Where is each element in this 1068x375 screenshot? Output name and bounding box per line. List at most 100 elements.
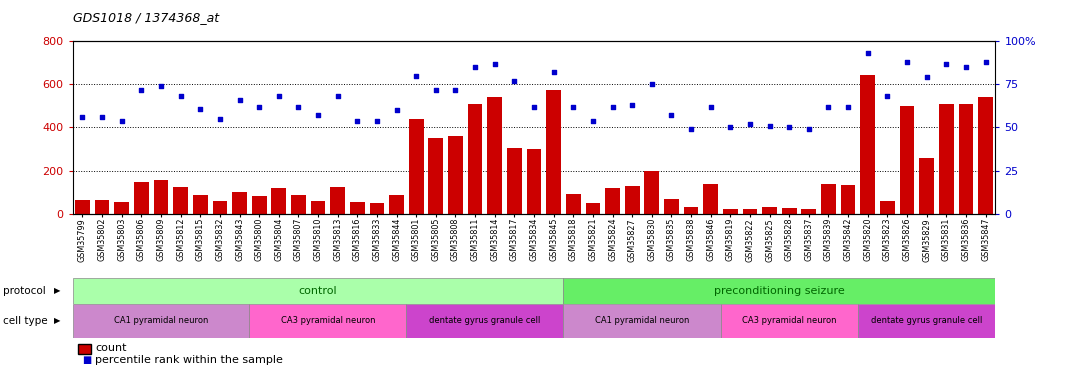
Bar bbox=[899, 106, 914, 214]
Bar bbox=[721, 304, 858, 338]
Text: percentile rank within the sample: percentile rank within the sample bbox=[95, 355, 283, 365]
Bar bbox=[407, 304, 564, 338]
Text: dentate gyrus granule cell: dentate gyrus granule cell bbox=[429, 316, 540, 325]
Bar bbox=[114, 202, 129, 214]
Bar bbox=[350, 202, 364, 214]
Bar bbox=[389, 195, 404, 214]
Text: GDS1018 / 1374368_at: GDS1018 / 1374368_at bbox=[73, 11, 219, 24]
Bar bbox=[75, 200, 90, 214]
Bar bbox=[487, 97, 502, 214]
Point bbox=[310, 112, 327, 118]
Point bbox=[643, 81, 660, 87]
Text: preconditioning seizure: preconditioning seizure bbox=[714, 286, 845, 296]
Point bbox=[525, 104, 543, 110]
Bar bbox=[664, 199, 679, 214]
Text: dentate gyrus granule cell: dentate gyrus granule cell bbox=[871, 316, 983, 325]
Bar bbox=[978, 97, 993, 214]
Bar bbox=[821, 183, 836, 214]
Point bbox=[191, 105, 208, 111]
Point bbox=[839, 104, 857, 110]
Bar bbox=[644, 171, 659, 214]
Bar bbox=[566, 194, 581, 214]
Bar bbox=[625, 186, 640, 214]
Text: CA3 pyramidal neuron: CA3 pyramidal neuron bbox=[281, 316, 375, 325]
Point bbox=[820, 104, 837, 110]
Point bbox=[957, 64, 974, 70]
Bar bbox=[409, 119, 424, 214]
Point bbox=[898, 59, 915, 65]
Point bbox=[172, 93, 189, 99]
Point bbox=[231, 97, 248, 103]
Point bbox=[94, 114, 111, 120]
Bar bbox=[763, 207, 776, 214]
Bar bbox=[564, 278, 995, 304]
Point bbox=[467, 64, 484, 70]
Point bbox=[329, 93, 346, 99]
Bar bbox=[704, 183, 718, 214]
Point bbox=[682, 126, 700, 132]
Bar bbox=[782, 209, 797, 214]
Text: control: control bbox=[299, 286, 337, 296]
Point bbox=[938, 61, 955, 67]
Bar bbox=[801, 209, 816, 214]
Bar bbox=[723, 209, 738, 214]
Text: ▶: ▶ bbox=[54, 286, 61, 295]
Bar bbox=[249, 304, 407, 338]
Text: protocol: protocol bbox=[3, 286, 46, 296]
Point bbox=[427, 87, 444, 93]
Point bbox=[702, 104, 719, 110]
Bar bbox=[527, 149, 541, 214]
Bar bbox=[468, 104, 483, 214]
Point bbox=[446, 87, 464, 93]
Point bbox=[211, 116, 229, 122]
Bar bbox=[841, 184, 855, 214]
Bar bbox=[585, 203, 600, 214]
Point bbox=[289, 104, 307, 110]
Bar bbox=[252, 196, 267, 214]
Bar bbox=[920, 158, 934, 214]
Bar bbox=[880, 201, 895, 214]
Text: ■: ■ bbox=[82, 355, 92, 365]
Bar bbox=[564, 304, 721, 338]
Bar bbox=[939, 104, 954, 214]
Point bbox=[74, 114, 91, 120]
Point bbox=[604, 104, 622, 110]
Bar bbox=[507, 148, 522, 214]
Point bbox=[918, 75, 936, 81]
Bar bbox=[606, 188, 619, 214]
Point bbox=[368, 118, 386, 124]
Text: CA3 pyramidal neuron: CA3 pyramidal neuron bbox=[742, 316, 836, 325]
Point bbox=[761, 123, 779, 129]
Bar bbox=[73, 278, 564, 304]
Bar bbox=[154, 180, 169, 214]
Bar bbox=[959, 104, 973, 214]
Bar bbox=[330, 187, 345, 214]
Point bbox=[388, 107, 405, 113]
Point bbox=[977, 59, 994, 65]
Point bbox=[270, 93, 287, 99]
Point bbox=[408, 73, 425, 79]
Point bbox=[860, 50, 877, 56]
Point bbox=[781, 124, 798, 130]
Point bbox=[132, 87, 150, 93]
Point bbox=[722, 124, 739, 130]
Bar bbox=[370, 203, 384, 214]
Point bbox=[545, 69, 562, 75]
Bar bbox=[73, 304, 249, 338]
Bar bbox=[232, 192, 247, 214]
Point bbox=[486, 61, 503, 67]
Bar bbox=[684, 207, 698, 214]
Point bbox=[506, 78, 523, 84]
Bar bbox=[134, 182, 148, 214]
Point bbox=[879, 93, 896, 99]
Text: count: count bbox=[95, 343, 126, 352]
Bar bbox=[449, 136, 462, 214]
Point bbox=[113, 118, 130, 124]
Text: cell type: cell type bbox=[3, 316, 48, 326]
Bar bbox=[861, 75, 875, 214]
Point bbox=[741, 121, 758, 127]
Point bbox=[800, 126, 817, 132]
Point bbox=[565, 104, 582, 110]
Bar bbox=[858, 304, 995, 338]
Bar bbox=[271, 188, 286, 214]
